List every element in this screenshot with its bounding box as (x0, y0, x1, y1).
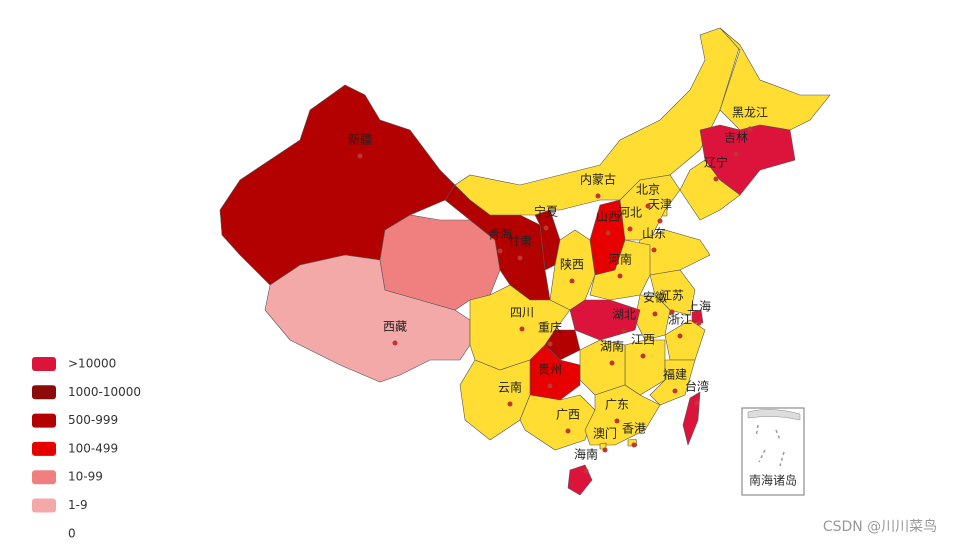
province (459, 359, 531, 441)
legend-label: 1-9 (68, 498, 88, 512)
province-dot (547, 341, 553, 347)
province-dot (694, 400, 700, 406)
legend-label: 0 (68, 526, 76, 540)
province-dot (747, 126, 753, 132)
province-label: 台湾 (685, 379, 709, 394)
province-label: 新疆 (348, 132, 372, 147)
inset-label: 南海诸岛 (749, 473, 797, 488)
province-dot (672, 388, 678, 394)
province-label: 河北 (618, 206, 642, 220)
province-label: 山东 (642, 227, 666, 241)
province-label: 澳门 (593, 426, 617, 441)
province-label: 广东 (605, 398, 629, 412)
province-label: 浙江 (668, 313, 692, 327)
province-label: 江苏 (660, 289, 684, 303)
province-dot (392, 340, 398, 346)
province-label: 北京 (636, 183, 660, 197)
inset-frame (741, 407, 805, 496)
province-dot (497, 248, 503, 254)
legend-swatch (32, 470, 56, 485)
legend-swatch (32, 498, 56, 513)
legend-swatch (32, 413, 56, 428)
province-dot (645, 203, 651, 209)
province-dot (595, 193, 601, 199)
province-dot (614, 418, 620, 424)
province-label: 上海 (687, 299, 711, 314)
province (682, 391, 701, 446)
watermark: CSDN @川川菜鸟 (823, 519, 937, 535)
province-label: 四川 (510, 306, 534, 320)
province (519, 394, 596, 451)
province (679, 159, 741, 221)
province-dot (547, 383, 553, 389)
province-label: 湖北 (612, 307, 636, 322)
legend-label: 10-99 (68, 470, 103, 484)
province-label: 湖南 (600, 339, 624, 354)
province-dot (677, 333, 683, 339)
province (584, 384, 661, 446)
province-dot (519, 326, 525, 332)
province-label: 福建 (663, 367, 687, 382)
province-label: 宁夏 (534, 204, 558, 219)
province (567, 464, 593, 496)
province-label: 重庆 (538, 321, 562, 335)
province-label: 安徽 (643, 290, 667, 305)
province-dot (621, 328, 627, 334)
province-label: 贵州 (538, 363, 562, 377)
legend-swatch (32, 526, 56, 541)
legend-label: >10000 (68, 357, 116, 371)
province-dot (640, 353, 646, 359)
province-dot (602, 447, 608, 453)
legend-swatch (32, 385, 56, 400)
province-label: 辽宁 (704, 155, 728, 170)
inset-islands (755, 424, 785, 467)
province-label: 天津 (648, 198, 672, 212)
province-label: 云南 (498, 380, 522, 395)
province-dot (517, 255, 523, 261)
province (691, 309, 704, 324)
province-dot (733, 151, 739, 157)
province-dot (713, 176, 719, 182)
province (664, 319, 706, 361)
province-dot (357, 153, 363, 159)
province-label: 青海 (488, 227, 512, 242)
province-label: 吉林 (724, 131, 748, 145)
inset-coast (747, 409, 801, 421)
province-label: 西藏 (383, 320, 407, 334)
province-dot (627, 226, 633, 232)
province-label: 河南 (608, 252, 632, 267)
legend-swatch (32, 357, 56, 371)
province-label: 陕西 (560, 257, 584, 272)
province-label: 海南 (574, 447, 598, 462)
province-dot (609, 360, 615, 366)
province-dot (569, 278, 575, 284)
legend-label: 100-499 (68, 441, 118, 455)
legend-swatch (32, 441, 56, 456)
legend-label: 500-999 (68, 413, 118, 427)
province-dot (605, 230, 611, 236)
province-label: 内蒙古 (580, 172, 616, 187)
province (544, 329, 581, 361)
province-label: 广西 (556, 408, 580, 422)
province-label: 江西 (631, 333, 655, 347)
province-dot (669, 309, 675, 315)
province-label: 香港 (622, 422, 646, 436)
province-dot (507, 401, 513, 407)
province-dot (631, 442, 637, 448)
province-label: 山西 (596, 210, 620, 224)
legend-label: 1000-10000 (68, 385, 141, 399)
province-dot (543, 225, 549, 231)
province-dot (565, 428, 571, 434)
province-dot (651, 247, 657, 253)
province-label: 甘肃 (508, 235, 532, 249)
province (719, 27, 831, 131)
province-dot (652, 311, 658, 317)
province-dot (696, 320, 702, 326)
province-label: 黑龙江 (732, 106, 768, 120)
province-dot (657, 218, 663, 224)
province-dot (583, 468, 589, 474)
province-dot (617, 273, 623, 279)
